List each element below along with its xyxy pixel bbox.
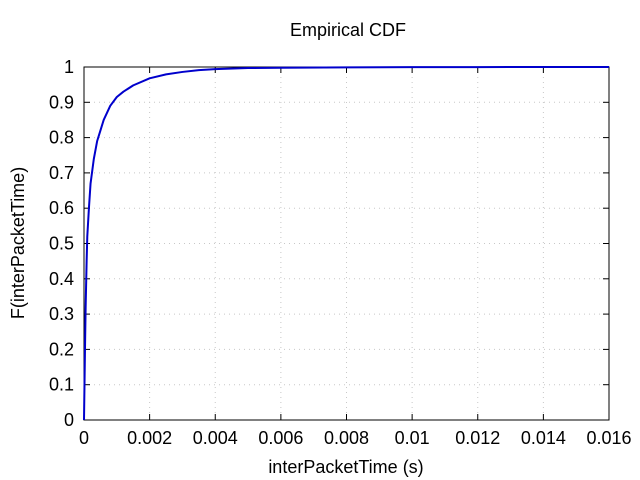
y-tick-label: 0.9 bbox=[49, 92, 74, 112]
series-group bbox=[83, 66, 610, 421]
x-tick-label: 0.002 bbox=[127, 428, 172, 448]
y-tick-label: 0 bbox=[64, 410, 74, 430]
grid bbox=[84, 67, 609, 420]
x-tick-label: 0 bbox=[79, 428, 89, 448]
y-tick-label: 1 bbox=[64, 57, 74, 77]
x-tick-label: 0.014 bbox=[521, 428, 566, 448]
cdf-series-line bbox=[83, 66, 610, 421]
x-tick-label: 0.004 bbox=[193, 428, 238, 448]
x-axis-label: interPacketTime (s) bbox=[268, 457, 423, 477]
y-tick-label: 0.4 bbox=[49, 269, 74, 289]
y-axis-label: F(interPacketTime) bbox=[8, 167, 28, 319]
y-tick-label: 0.2 bbox=[49, 339, 74, 359]
y-tick-label: 0.1 bbox=[49, 375, 74, 395]
x-tick-label: 0.006 bbox=[258, 428, 303, 448]
axis-ticks: 0 0.002 0.004 0.006 0.008 0.01 0.012 0.014 0.016… bbox=[49, 57, 632, 448]
x-tick-label: 0.01 bbox=[395, 428, 430, 448]
chart-title: Empirical CDF bbox=[290, 20, 406, 40]
x-tick-label: 0.008 bbox=[324, 428, 369, 448]
y-tick-label: 0.3 bbox=[49, 304, 74, 324]
y-tick-label: 0.6 bbox=[49, 198, 74, 218]
x-tick-label: 0.016 bbox=[586, 428, 631, 448]
x-tick-label: 0.012 bbox=[455, 428, 500, 448]
y-tick-label: 0.7 bbox=[49, 163, 74, 183]
y-tick-label: 0.5 bbox=[49, 234, 74, 254]
y-tick-label: 0.8 bbox=[49, 128, 74, 148]
